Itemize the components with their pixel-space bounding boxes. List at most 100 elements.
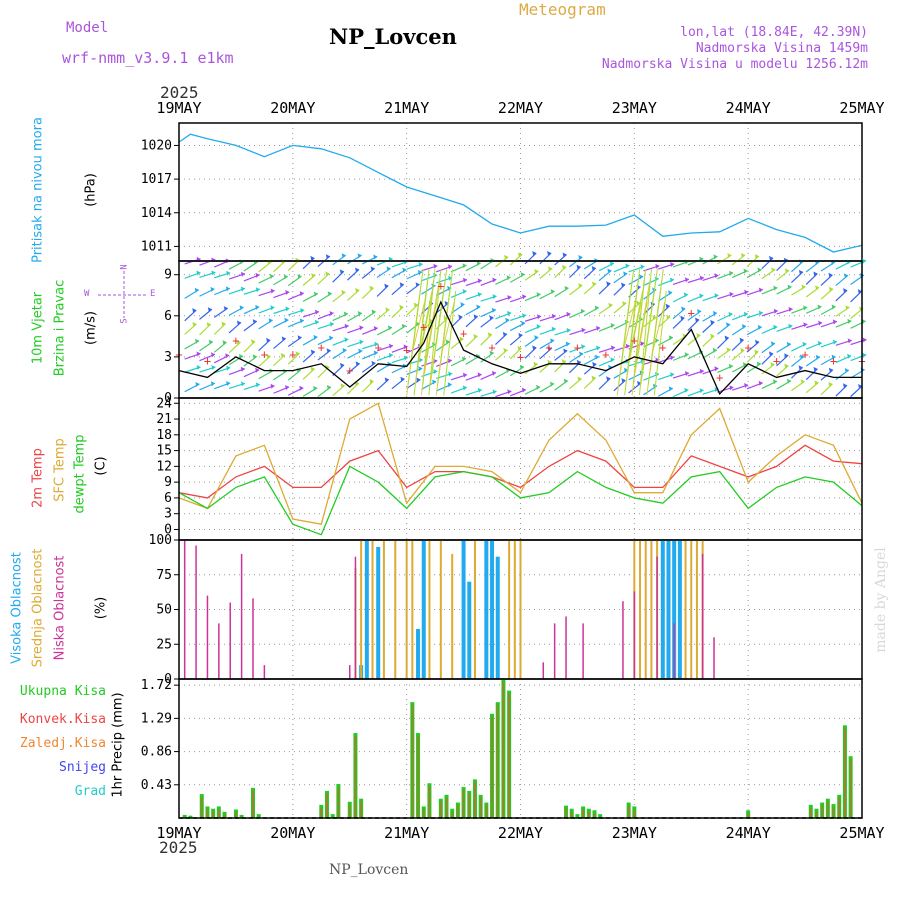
wind-arrowhead bbox=[755, 339, 760, 345]
precip-conv-bar bbox=[223, 814, 226, 818]
wind-arrowhead bbox=[222, 340, 227, 346]
precip-frame bbox=[178, 678, 863, 819]
wind-arrowhead bbox=[444, 300, 449, 306]
wind-arrowhead bbox=[373, 325, 378, 331]
precip-ytick-label: 0.86 bbox=[141, 745, 172, 760]
temp-line-0 bbox=[178, 444, 863, 499]
wind-gust-marker: + bbox=[403, 343, 410, 357]
model-label: Model bbox=[66, 20, 109, 36]
cloud-bar-2 bbox=[206, 595, 209, 679]
pressure-ytick-label: 1014 bbox=[141, 206, 172, 221]
wind-arrowhead bbox=[532, 251, 537, 257]
wind-arrowhead bbox=[211, 365, 216, 371]
wind-arrowhead bbox=[327, 291, 332, 297]
wind-arrowhead bbox=[668, 386, 673, 392]
wind-arrowhead bbox=[226, 365, 231, 371]
wind-arrowhead bbox=[388, 343, 393, 349]
precip-conv-bar bbox=[337, 787, 340, 818]
wind-arrowhead bbox=[713, 254, 718, 260]
wind-arrowhead bbox=[636, 300, 641, 306]
wind-arrowhead bbox=[310, 255, 315, 261]
precip-conv-bar bbox=[747, 813, 750, 818]
wind-arrowhead bbox=[358, 348, 363, 354]
temp-ytick-label: 0 bbox=[164, 522, 172, 537]
wind-arrowhead bbox=[741, 253, 746, 259]
precip-conv-bar bbox=[843, 728, 846, 818]
precip-conv-bar bbox=[832, 807, 835, 818]
precip-conv-bar bbox=[502, 682, 505, 818]
wind-arrowhead bbox=[684, 277, 689, 283]
wind-arrowhead bbox=[339, 269, 344, 275]
wind-arrowhead bbox=[724, 335, 729, 341]
wind-arrowhead bbox=[341, 289, 346, 295]
wind-arrowhead bbox=[487, 332, 492, 338]
wind-arrowhead bbox=[255, 287, 260, 293]
wind-arrowhead bbox=[462, 356, 467, 362]
wind-arrowhead bbox=[813, 271, 818, 277]
wind-arrowhead bbox=[770, 341, 775, 347]
wind-arrowhead bbox=[462, 288, 467, 294]
wind-arrowhead bbox=[251, 339, 256, 345]
model-name: wrf-nmm_v3.9.1 e1km bbox=[62, 49, 234, 67]
precip-conv-bar bbox=[200, 797, 203, 818]
wind-arrowhead bbox=[592, 281, 597, 287]
wind-arrowhead bbox=[756, 361, 761, 367]
wind-arrowhead bbox=[536, 324, 541, 330]
cloud-bar-2 bbox=[229, 602, 231, 679]
legend-freezing: Zaledj.Kisa bbox=[19, 736, 106, 751]
wind-burst-arrow bbox=[627, 269, 641, 374]
wind-arrowhead bbox=[596, 345, 601, 351]
wind-arrowhead bbox=[859, 306, 864, 312]
wind-arrowhead bbox=[477, 372, 482, 378]
precip-conv-bar bbox=[360, 801, 363, 818]
precip-conv-bar bbox=[815, 811, 818, 818]
wind-arrowhead bbox=[547, 346, 552, 352]
wind-arrowhead bbox=[417, 270, 422, 276]
wind-arrowhead bbox=[284, 317, 289, 323]
wind-arrowhead bbox=[625, 263, 630, 269]
wind-arrowhead bbox=[758, 310, 763, 316]
temp-ytick-label: 6 bbox=[164, 491, 172, 506]
wind-arrowhead bbox=[727, 253, 732, 259]
wind-arrowhead bbox=[580, 308, 585, 314]
wind-arrowhead bbox=[462, 372, 467, 378]
wind-arrowhead bbox=[266, 337, 271, 343]
compass-west: W bbox=[84, 289, 90, 299]
temp-ytick-label: 15 bbox=[156, 444, 172, 459]
wind-arrowhead bbox=[754, 349, 759, 355]
wind-arrowhead bbox=[695, 317, 700, 323]
cloud-bar-0 bbox=[416, 628, 421, 679]
wind-arrowhead bbox=[815, 285, 820, 291]
wind-arrowhead bbox=[270, 288, 275, 294]
wind-arrowhead bbox=[386, 266, 391, 272]
wind-arrowhead bbox=[832, 319, 837, 325]
cloud-ytick-label: 50 bbox=[156, 603, 172, 618]
wind-arrowhead bbox=[621, 282, 626, 288]
wind-arrowhead bbox=[505, 317, 510, 323]
wind-arrowhead bbox=[832, 339, 837, 345]
wind-arrowhead bbox=[758, 380, 763, 386]
wind-arrowhead bbox=[473, 314, 478, 320]
wind-arrowhead bbox=[786, 341, 791, 347]
cloud-bar-1 bbox=[382, 540, 385, 679]
wind-arrowhead bbox=[521, 320, 526, 326]
wind-gust-marker: + bbox=[261, 347, 268, 361]
cloud-bar-2 bbox=[349, 665, 351, 679]
compass-arrows-icon bbox=[98, 271, 146, 318]
x-tick-label-top: 23MAY bbox=[612, 99, 657, 117]
wind-arrowhead bbox=[297, 274, 302, 280]
precip-conv-bar bbox=[593, 813, 596, 818]
cloud-bar-0 bbox=[666, 540, 671, 679]
precip-conv-bar bbox=[354, 736, 357, 818]
wind-arrowhead bbox=[329, 321, 334, 327]
wind-arrowhead bbox=[342, 347, 347, 353]
wind-burst-arrow bbox=[418, 302, 431, 363]
temp-line-2 bbox=[178, 465, 863, 536]
wind-arrowhead bbox=[828, 286, 833, 292]
wind-arrowhead bbox=[507, 295, 512, 301]
wind-arrowhead bbox=[699, 275, 704, 281]
wind-arrowhead bbox=[385, 307, 390, 313]
precip-conv-bar bbox=[445, 797, 448, 818]
wind-gust-marker: + bbox=[659, 340, 666, 354]
wind-arrowhead bbox=[606, 376, 611, 382]
